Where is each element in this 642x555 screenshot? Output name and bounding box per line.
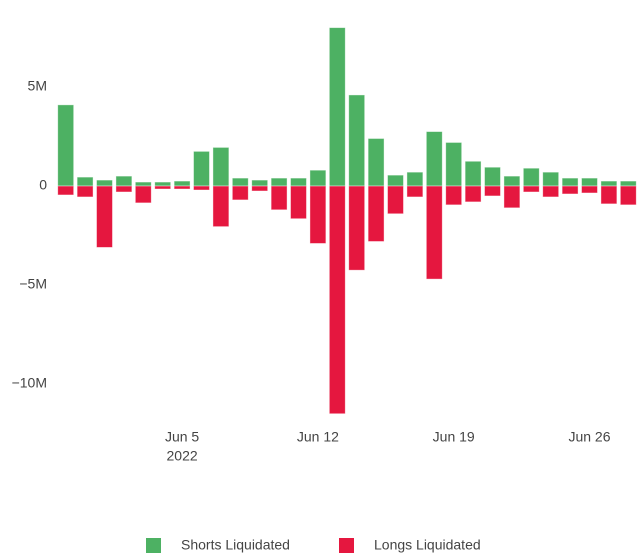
bar [212,185,230,228]
bar [328,185,346,415]
bar [76,176,94,187]
bar [173,180,191,187]
bar [290,177,307,187]
bar [134,181,152,187]
bar [193,185,210,191]
bar [600,180,618,187]
legend-label: Shorts Liquidated [181,537,290,553]
bar [367,138,385,187]
bar [115,185,133,193]
bar [57,104,75,187]
y-tick-label: −10M [12,375,47,391]
bar [348,185,366,271]
bar [96,185,113,248]
legend-label: Longs Liquidated [374,537,481,553]
bar [328,27,346,187]
bar [193,150,210,187]
bar [581,177,598,187]
bar [542,185,560,198]
bar [619,185,637,206]
bar [231,185,249,201]
bar [484,166,501,187]
bar [445,185,463,206]
bar [561,185,579,195]
legend-swatch [146,538,161,553]
bar [270,185,288,211]
bar [581,185,598,194]
bar [503,175,521,187]
bar [231,177,249,187]
bar [173,185,191,190]
y-tick-label: 5M [28,78,47,94]
bar [542,171,560,187]
bar [406,171,424,187]
legend-swatch [339,538,354,553]
bar [290,185,307,220]
x-tick-label: Jun 5 2022 [165,428,199,463]
bar [484,185,501,197]
bar [522,167,540,187]
bar [445,142,463,187]
bar [619,180,637,187]
bar [348,94,366,187]
bar [600,185,618,205]
bar [387,174,404,187]
bar [425,185,443,280]
bar [367,185,385,242]
bar [270,177,288,187]
bar [251,179,269,187]
bar [251,185,269,192]
x-tick-label: Jun 19 [433,428,475,444]
bar [503,185,521,209]
y-tick-label: −5M [19,276,47,292]
bar [154,181,172,187]
bar [425,131,443,187]
bar [464,185,482,203]
bar [522,185,540,193]
bar [76,185,94,198]
x-tick-label: Jun 12 [297,428,339,444]
bar [309,169,327,187]
y-tick-label: 0 [39,177,47,193]
bar [561,177,579,187]
bar [154,185,172,190]
bar [134,185,152,204]
bar [57,185,75,196]
bar [406,185,424,198]
bar [309,185,327,244]
x-tick-label: Jun 26 [568,428,610,444]
bar [387,185,404,215]
bar [464,160,482,187]
bar [96,179,113,187]
bar [212,147,230,187]
bar [115,175,133,187]
